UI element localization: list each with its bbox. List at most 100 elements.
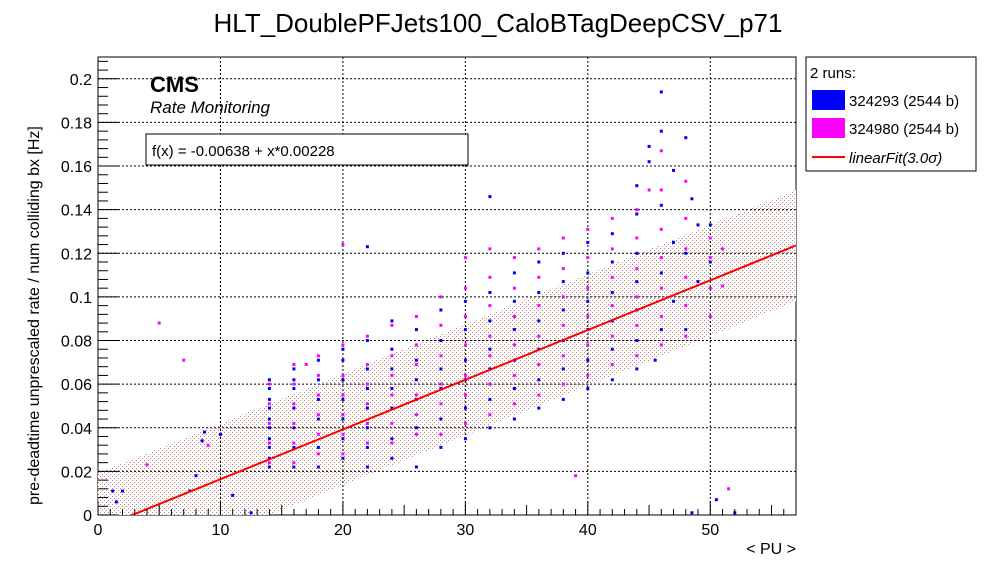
data-point-series-2	[414, 363, 418, 366]
data-point-series-2	[488, 382, 492, 386]
data-point-series-2	[659, 188, 663, 192]
data-point-series-1	[684, 251, 688, 255]
data-point-series-2	[561, 267, 565, 271]
data-point-series-1	[267, 465, 271, 469]
data-point-series-1	[114, 500, 118, 504]
data-point-series-1	[672, 299, 675, 303]
data-point-series-1	[439, 308, 443, 312]
data-point-series-1	[414, 426, 418, 430]
data-point-series-2	[561, 295, 565, 299]
data-point-series-2	[610, 247, 614, 251]
data-point-series-1	[365, 367, 369, 371]
data-point-series-1	[292, 426, 296, 430]
data-point-series-2	[561, 382, 565, 386]
data-point-series-2	[365, 402, 369, 406]
y-axis-label: pre-deadtime unprescaled rate / num coll…	[26, 126, 43, 505]
data-point-series-1	[341, 397, 345, 401]
data-point-series-1	[267, 406, 271, 410]
data-point-series-1	[635, 184, 639, 188]
data-point-series-1	[684, 328, 688, 332]
data-point-series-2	[439, 354, 443, 358]
data-point-series-1	[463, 406, 467, 410]
data-point-series-1	[316, 445, 320, 449]
data-point-series-2	[439, 402, 443, 406]
data-point-series-1	[292, 465, 296, 469]
data-point-series-1	[111, 489, 115, 493]
data-point-series-1	[365, 245, 369, 249]
data-point-series-2	[488, 334, 492, 338]
legend-entry-run2: 324980 (2544 b)	[849, 121, 959, 138]
data-point-series-2	[586, 343, 590, 347]
data-point-series-2	[610, 334, 614, 338]
data-point-series-2	[586, 256, 590, 260]
data-point-series-1	[708, 223, 712, 227]
data-point-series-2	[561, 354, 565, 358]
data-point-series-2	[586, 315, 590, 318]
data-point-series-2	[157, 321, 161, 325]
data-point-series-1	[267, 387, 271, 390]
data-point-series-2	[659, 149, 663, 153]
data-point-series-2	[316, 452, 320, 456]
data-point-series-2	[708, 256, 712, 260]
data-point-series-1	[219, 432, 222, 436]
data-point-series-2	[537, 247, 541, 251]
data-point-series-2	[414, 432, 418, 436]
data-point-series-1	[537, 406, 541, 410]
y-tick-label: 0.18	[61, 115, 92, 132]
fit-sigma-band	[98, 189, 796, 515]
data-point-series-2	[488, 275, 492, 279]
data-point-series-1	[659, 90, 663, 94]
data-point-series-1	[390, 406, 394, 410]
data-point-series-2	[635, 323, 639, 327]
data-point-series-2	[390, 441, 394, 445]
data-point-series-2	[341, 452, 345, 456]
data-point-series-1	[390, 319, 394, 323]
data-point-series-1	[390, 387, 394, 390]
data-point-series-2	[365, 421, 369, 425]
data-point-series-1	[561, 280, 565, 284]
data-point-series-1	[586, 358, 590, 362]
cms-sublabel: Rate Monitoring	[150, 98, 271, 117]
legend: 2 runs: 324293 (2544 b) 324980 (2544 b) …	[805, 56, 977, 172]
data-point-series-2	[537, 393, 541, 397]
data-point-series-2	[635, 295, 639, 299]
data-point-series-2	[341, 393, 345, 397]
data-point-series-1	[537, 291, 541, 294]
data-point-series-2	[292, 421, 296, 425]
data-point-series-1	[341, 358, 345, 362]
data-point-series-2	[708, 236, 712, 240]
data-point-series-1	[672, 168, 675, 172]
data-point-series-2	[292, 363, 296, 366]
data-point-series-1	[561, 251, 565, 255]
data-point-series-1	[292, 378, 296, 382]
data-point-series-1	[365, 387, 369, 390]
data-point-series-1	[121, 489, 124, 493]
data-point-series-2	[647, 188, 651, 192]
data-point-series-2	[610, 275, 614, 279]
legend-swatch-run1	[812, 90, 845, 110]
data-point-series-2	[659, 286, 663, 290]
data-point-series-1	[512, 387, 516, 390]
data-point-series-2	[365, 441, 369, 445]
data-point-series-1	[488, 426, 492, 430]
legend-box	[805, 56, 977, 172]
data-point-series-1	[635, 339, 639, 342]
data-point-series-1	[561, 367, 565, 371]
data-point-series-1	[690, 197, 694, 201]
data-point-series-1	[439, 445, 443, 449]
data-point-series-2	[414, 413, 418, 417]
legend-header: 2 runs:	[810, 65, 856, 82]
data-point-series-2	[316, 432, 320, 436]
data-point-series-2	[292, 441, 296, 445]
data-point-series-1	[341, 437, 345, 441]
data-point-series-2	[684, 247, 688, 251]
data-point-series-1	[316, 397, 320, 401]
data-point-series-2	[341, 373, 345, 377]
data-point-series-2	[610, 216, 614, 220]
data-point-series-2	[341, 243, 345, 247]
data-point-series-1	[561, 308, 565, 312]
data-point-series-1	[708, 260, 712, 264]
data-point-series-1	[414, 378, 418, 382]
data-point-series-1	[316, 378, 320, 382]
